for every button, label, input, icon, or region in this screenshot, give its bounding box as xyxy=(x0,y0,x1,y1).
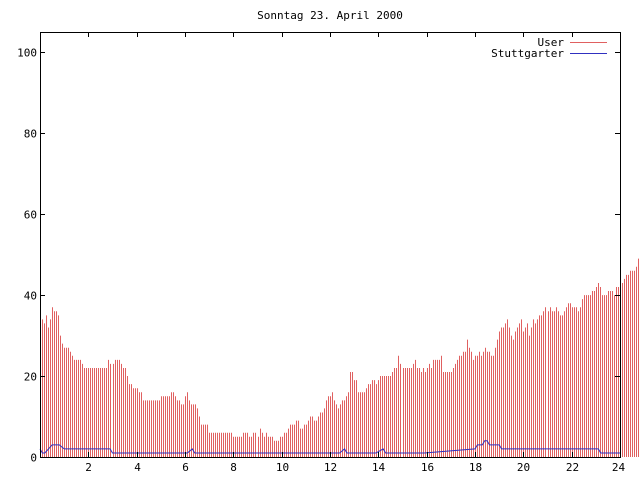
x-tick-label: 20 xyxy=(517,461,530,474)
stuttgarter-series-line xyxy=(39,440,620,454)
y-tick-label: 60 xyxy=(24,209,37,222)
stuttgarter-line-segment xyxy=(39,440,548,454)
legend-label-stuttgarter: Stuttgarter xyxy=(491,47,564,60)
x-tick-label: 10 xyxy=(276,461,289,474)
user-series-bars xyxy=(40,258,639,457)
x-tick-label: 6 xyxy=(182,461,189,474)
x-axis-ticks: 2 4 6 8 10 12 14 16 18 20 22 24 xyxy=(85,32,625,474)
legend: User Stuttgarter xyxy=(491,36,607,60)
y-axis-ticks: 0 20 40 60 80 100 xyxy=(17,47,620,465)
y-tick-label: 40 xyxy=(24,290,37,303)
y-tick-label: 20 xyxy=(24,371,37,384)
chart-title: Sonntag 23. April 2000 xyxy=(257,9,403,22)
x-tick-label: 8 xyxy=(230,461,237,474)
x-tick-label: 18 xyxy=(469,461,482,474)
x-tick-label: 22 xyxy=(566,461,579,474)
x-tick-label: 24 xyxy=(612,461,626,474)
x-tick-label: 14 xyxy=(372,461,386,474)
y-tick-label: 100 xyxy=(17,47,37,60)
stuttgarter-line-segment xyxy=(547,448,620,454)
x-tick-label: 16 xyxy=(421,461,434,474)
y-tick-label: 0 xyxy=(30,452,37,465)
y-tick-label: 80 xyxy=(24,128,37,141)
x-tick-label: 2 xyxy=(85,461,92,474)
legend-label-user: User xyxy=(538,36,565,49)
x-tick-label: 12 xyxy=(324,461,337,474)
x-tick-label: 4 xyxy=(134,461,141,474)
